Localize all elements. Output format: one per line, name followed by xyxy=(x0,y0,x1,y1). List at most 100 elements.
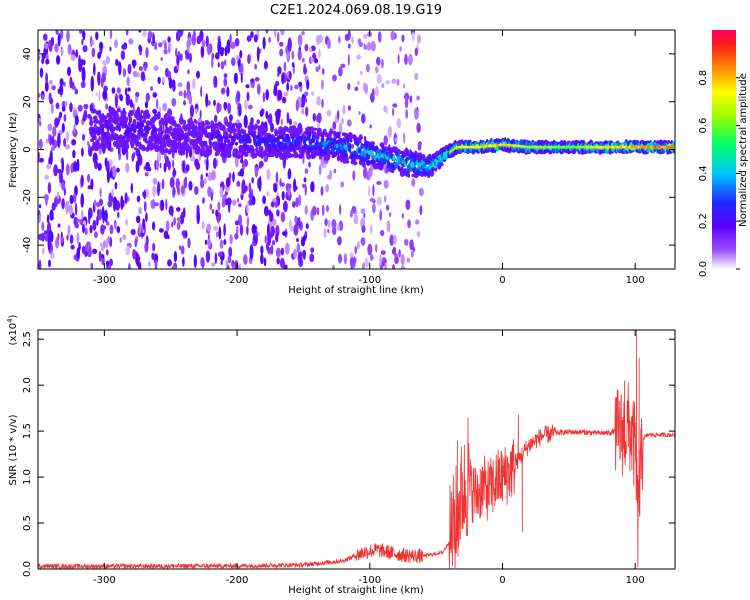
heatmap-cell xyxy=(49,150,53,166)
heatmap-cell xyxy=(298,81,302,87)
heatmap-cell xyxy=(347,82,351,90)
heatmap-cell xyxy=(611,145,614,149)
heatmap-cell xyxy=(486,145,489,148)
heatmap-cell xyxy=(386,220,391,233)
heatmap-cell xyxy=(608,145,611,149)
heatmap-cell xyxy=(656,145,659,149)
heatmap-cell xyxy=(151,221,156,231)
heatmap-cell xyxy=(159,133,163,138)
heatmap-cell xyxy=(328,145,332,149)
heatmap-cell xyxy=(120,116,124,123)
heatmap-cell xyxy=(139,51,142,56)
heatmap-cell xyxy=(391,264,396,269)
heatmap-cell xyxy=(72,149,76,159)
heatmap-cell xyxy=(576,145,579,149)
heatmap-cell xyxy=(46,163,52,170)
heatmap-cell xyxy=(93,62,96,76)
heatmap-cell xyxy=(449,150,452,154)
heatmap-cell xyxy=(289,226,295,232)
heatmap-cell xyxy=(163,49,168,55)
heatmap-cell xyxy=(116,167,120,173)
heatmap-cell xyxy=(138,30,142,33)
heatmap-cell xyxy=(224,104,227,111)
heatmap-cell xyxy=(543,145,546,149)
heatmap-cell xyxy=(150,132,155,138)
heatmap-cell xyxy=(305,106,309,117)
heatmap-cell xyxy=(221,200,226,208)
heatmap-cell xyxy=(353,214,359,225)
heatmap-cell xyxy=(150,199,156,210)
heatmap-cell xyxy=(243,151,249,158)
heatmap-cell xyxy=(64,100,68,107)
heatmap-cell xyxy=(337,110,340,120)
heatmap-cell xyxy=(197,122,201,126)
heatmap-cell xyxy=(212,157,217,170)
figure-title: C2E1.2024.069.08.19.G19 xyxy=(270,3,442,18)
heatmap-cell xyxy=(287,168,292,180)
heatmap-cell xyxy=(254,236,258,245)
heatmap-cell xyxy=(150,118,154,122)
heatmap-cell xyxy=(277,89,283,101)
heatmap-cell xyxy=(348,43,351,49)
heatmap-cell xyxy=(136,108,140,115)
heatmap-cell xyxy=(245,185,248,192)
heatmap-cell xyxy=(595,145,598,149)
heatmap-cell xyxy=(405,199,411,211)
heatmap-cell xyxy=(377,196,382,206)
heatmap-cell xyxy=(180,185,185,194)
spectrogram-x-tick-label: -200 xyxy=(226,275,249,286)
heatmap-cell xyxy=(106,249,109,256)
heatmap-cell xyxy=(539,145,542,149)
heatmap-cell xyxy=(160,199,165,211)
heatmap-cell xyxy=(311,131,317,136)
heatmap-cell xyxy=(295,197,299,208)
heatmap-cell xyxy=(336,131,341,136)
heatmap-cell xyxy=(106,131,111,138)
heatmap-cell xyxy=(84,227,88,236)
heatmap-cell xyxy=(291,50,295,60)
heatmap-cell xyxy=(236,153,241,160)
snr-x-tick-label: -300 xyxy=(93,575,116,586)
heatmap-cell xyxy=(381,83,385,88)
heatmap-cell xyxy=(280,247,285,256)
heatmap-cell xyxy=(226,153,232,159)
heatmap-cell xyxy=(144,172,149,177)
heatmap-cell xyxy=(426,168,430,173)
heatmap-cell xyxy=(499,143,502,147)
heatmap-cell xyxy=(133,134,138,140)
heatmap-cell xyxy=(233,128,238,132)
heatmap-cell xyxy=(416,230,421,238)
heatmap-cell xyxy=(140,232,145,237)
heatmap-cell xyxy=(275,247,281,258)
heatmap-cell xyxy=(575,145,578,149)
heatmap-cell xyxy=(358,111,361,115)
spectrogram-y-tick-label: -40 xyxy=(22,237,33,253)
heatmap-cell xyxy=(117,211,120,219)
heatmap-cell xyxy=(242,160,245,171)
heatmap-cell xyxy=(304,43,309,52)
heatmap-cell xyxy=(38,204,42,209)
heatmap-cell xyxy=(339,204,342,215)
heatmap-cell xyxy=(277,66,282,75)
heatmap-cell xyxy=(229,144,233,151)
heatmap-cell xyxy=(114,39,118,49)
heatmap-cell xyxy=(318,49,321,59)
heatmap-cell xyxy=(54,43,59,53)
heatmap-cell xyxy=(38,48,41,53)
heatmap-cell xyxy=(409,239,414,251)
heatmap-cell xyxy=(266,191,270,197)
heatmap-cell xyxy=(223,73,228,79)
heatmap-cell xyxy=(156,144,160,150)
heatmap-cell xyxy=(50,103,54,114)
heatmap-cell xyxy=(45,58,50,65)
heatmap-cell xyxy=(239,50,243,59)
heatmap-cell xyxy=(584,145,587,149)
heatmap-cell xyxy=(583,145,586,149)
heatmap-cell xyxy=(331,219,337,230)
heatmap-cell xyxy=(246,216,250,227)
heatmap-cell xyxy=(262,195,266,205)
heatmap-cell xyxy=(639,145,641,149)
heatmap-cell xyxy=(183,177,188,189)
heatmap-cell xyxy=(352,170,356,181)
heatmap-cell xyxy=(647,145,649,149)
